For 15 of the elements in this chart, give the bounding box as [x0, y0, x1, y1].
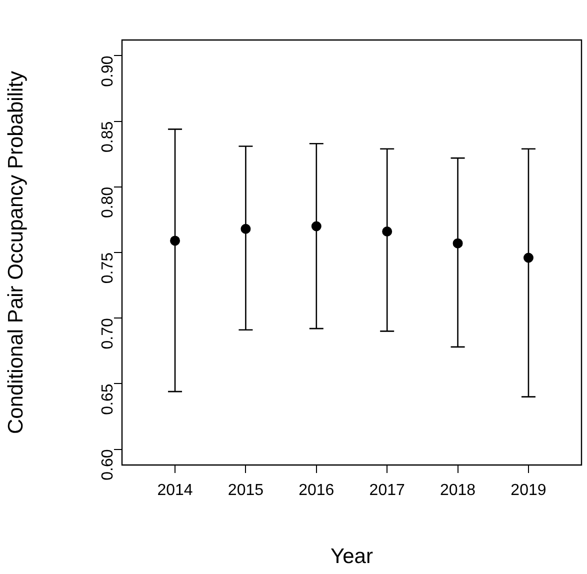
y-tick-label: 0.60: [99, 449, 116, 480]
x-tick-label: 2019: [510, 482, 546, 500]
y-axis-title: Conditional Pair Occupancy Probability: [4, 70, 28, 434]
x-tick-label: 2014: [157, 482, 193, 500]
x-tick-label: 2016: [298, 482, 334, 500]
y-tick-label: 0.80: [99, 186, 116, 218]
y-tick-label: 0.75: [99, 252, 116, 284]
x-tick-label: 2015: [228, 482, 264, 500]
x-tick-label: 2018: [440, 482, 476, 500]
x-axis-title: Year: [330, 545, 373, 568]
x-tick-label: 2017: [369, 482, 405, 500]
y-tick-label: 0.90: [99, 56, 116, 87]
y-tick-label: 0.70: [99, 318, 116, 350]
y-tick-label: 0.65: [99, 384, 116, 415]
y-tick-label: 0.85: [99, 121, 116, 152]
